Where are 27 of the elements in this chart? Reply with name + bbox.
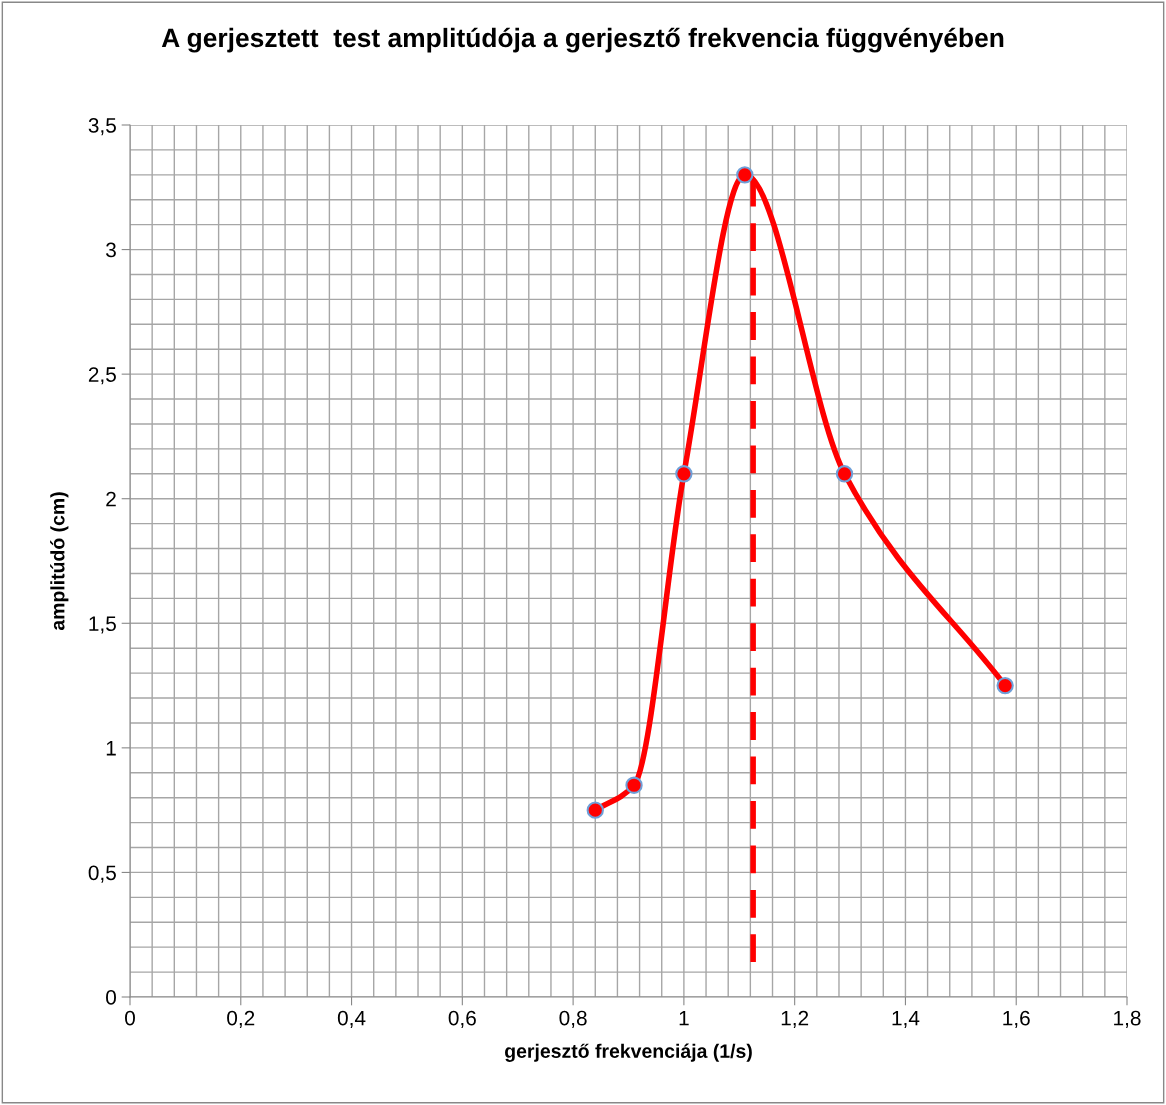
x-axis-title: gerjesztő frekvenciája (1/s) [505, 1043, 752, 1062]
y-tick-label: 3,5 [88, 118, 116, 136]
chart-title: A gerjesztett test amplitúdója a gerjesztő frekvencia függvényében [161, 27, 1004, 53]
y-axis-title: amplitúdó (cm) [50, 492, 69, 631]
y-tick-label: 3 [106, 242, 116, 258]
point [835, 465, 854, 483]
y-tick-label: 0,5 [88, 865, 116, 883]
x-tick-label: 0,6 [448, 1010, 476, 1028]
x-tick-label: 0 [125, 1010, 135, 1026]
point [625, 776, 643, 794]
x-tick-label: 0,4 [337, 1010, 366, 1028]
x-tick-label: 1,4 [892, 1010, 920, 1028]
y-tick-label: 0 [106, 990, 116, 1005]
x-tick-label: 1,6 [1003, 1010, 1030, 1028]
y-tick-label: 1,5 [89, 616, 116, 634]
point [586, 801, 604, 819]
x-tick-label: 0,2 [227, 1010, 255, 1028]
y-tick-label: 2 [106, 491, 116, 507]
point [675, 465, 693, 483]
y-tick-label: 2,5 [88, 367, 116, 385]
x-tick-label: 1,8 [1114, 1010, 1141, 1028]
x-tick-label: 0,8 [559, 1010, 587, 1028]
x-tick-label: 1,2 [781, 1010, 809, 1028]
point [996, 676, 1014, 695]
y-tick-label: 1 [106, 741, 116, 756]
point [736, 166, 754, 184]
x-tick-label: 1 [679, 1010, 689, 1026]
